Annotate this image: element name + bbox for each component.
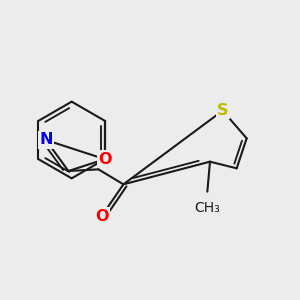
Text: S: S — [217, 103, 228, 118]
Text: N: N — [39, 133, 52, 148]
Text: O: O — [95, 208, 109, 224]
Text: CH₃: CH₃ — [194, 201, 220, 215]
Text: O: O — [98, 152, 112, 167]
